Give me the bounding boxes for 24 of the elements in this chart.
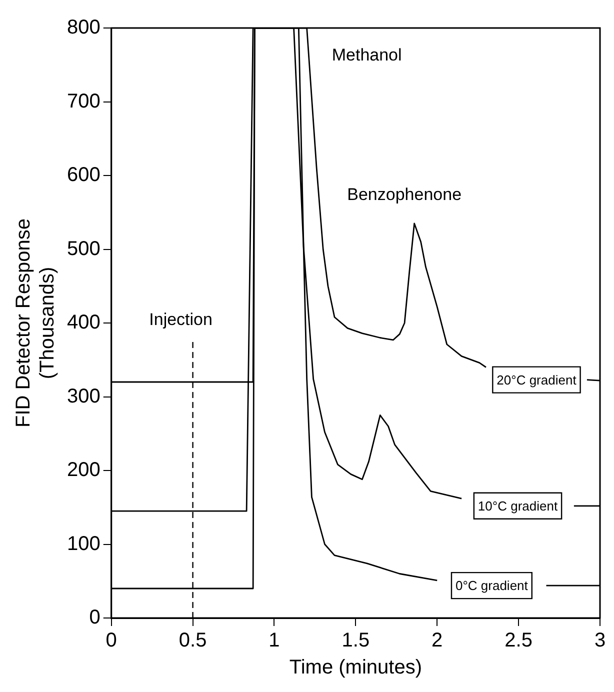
y-tick-label: 700: [66, 90, 100, 112]
ref-line-label: Injection: [149, 310, 212, 329]
x-tick-label: 3: [594, 630, 606, 652]
y-tick-label: 600: [66, 164, 100, 186]
y-tick-label: 400: [66, 312, 100, 334]
x-tick-label: 1.5: [342, 630, 370, 652]
annotation: Methanol: [332, 46, 402, 65]
series-label: 10°C gradient: [478, 498, 558, 514]
x-tick-label: 0: [106, 630, 117, 652]
x-tick-label: 2.5: [504, 630, 532, 652]
series-label: 20°C gradient: [496, 372, 577, 388]
x-tick-label: 0.5: [178, 630, 207, 652]
y-tick-label: 300: [66, 385, 100, 408]
annotation: Benzophenone: [347, 185, 462, 204]
series-label: 0°C gradient: [455, 578, 528, 594]
y-tick-label: 100: [66, 532, 100, 555]
y-tick-label: 500: [66, 238, 100, 260]
y-tick-label: 200: [66, 459, 100, 482]
y-axis-title: FID Detector Response (Thousands): [12, 218, 59, 428]
x-tick-label: 2: [432, 630, 443, 652]
x-axis-title: Time (minutes): [289, 656, 422, 679]
y-tick-label: 0: [89, 606, 100, 629]
x-tick-label: 1: [268, 630, 280, 652]
y-tick-label: 800: [66, 16, 100, 39]
